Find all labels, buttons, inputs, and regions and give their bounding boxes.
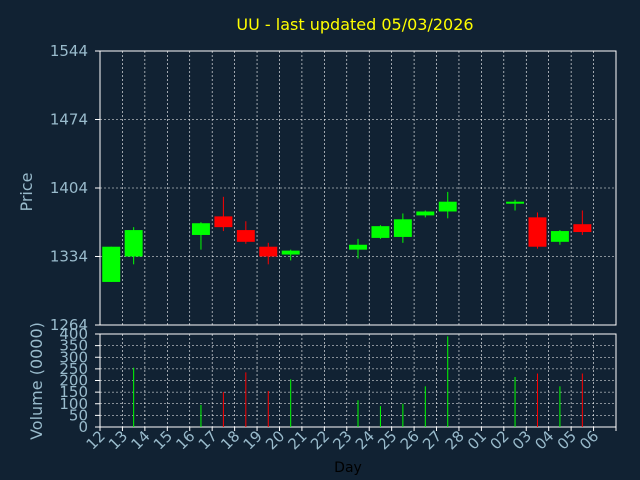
volume-tick-label: 150	[59, 383, 88, 401]
candle	[506, 199, 525, 211]
volume-tick-label: 350	[59, 337, 88, 355]
candle-body	[349, 244, 367, 250]
candle-body	[416, 211, 435, 216]
candle	[438, 191, 457, 219]
candle	[124, 227, 143, 265]
candle	[214, 196, 233, 232]
chart-title: UU - last updated 05/03/2026	[236, 15, 473, 34]
candle-body	[124, 230, 143, 257]
price-axis-label: Price	[17, 172, 36, 211]
candle	[371, 225, 390, 239]
candle-body	[259, 246, 278, 257]
candle-body	[214, 216, 233, 228]
candle	[236, 221, 255, 244]
price-tick-label: 1404	[50, 179, 88, 197]
candle-body	[281, 250, 300, 255]
candle	[573, 210, 592, 235]
candle-body	[393, 219, 412, 237]
candle	[102, 246, 121, 282]
volume-tick-label: 100	[59, 395, 88, 413]
candle-body	[550, 231, 569, 242]
candle-body	[371, 226, 390, 238]
candle-body	[528, 217, 547, 247]
volume-axis-label: Volume (0000)	[27, 322, 46, 440]
volume-tick-label: 300	[59, 348, 88, 366]
price-tick-label: 1544	[50, 42, 88, 60]
volume-tick-label: 200	[59, 372, 88, 390]
candle	[191, 222, 210, 250]
candle-body	[573, 224, 592, 233]
volume-tick-label: 0	[78, 418, 88, 436]
volume-tick-label: 250	[59, 360, 88, 378]
volume-tick-label: 400	[59, 325, 88, 343]
candle	[393, 213, 412, 243]
candle	[281, 249, 300, 261]
candle	[349, 238, 367, 259]
candle	[259, 242, 278, 265]
candle-body	[236, 230, 255, 242]
price-panel: 1264 1334 1404 1474 1544	[50, 42, 617, 334]
candle	[528, 212, 547, 249]
candle-body	[438, 201, 457, 212]
volume-tick-label: 50	[69, 406, 88, 424]
candle	[416, 210, 435, 218]
candle	[550, 230, 569, 245]
candle-body	[506, 201, 525, 204]
candle-body	[191, 223, 210, 235]
candle-body	[102, 246, 121, 282]
price-tick-label: 1334	[50, 248, 88, 266]
price-tick-label: 1474	[50, 111, 88, 129]
price-tick-label: 1264	[50, 316, 88, 334]
day-axis-label: Day	[334, 460, 362, 476]
